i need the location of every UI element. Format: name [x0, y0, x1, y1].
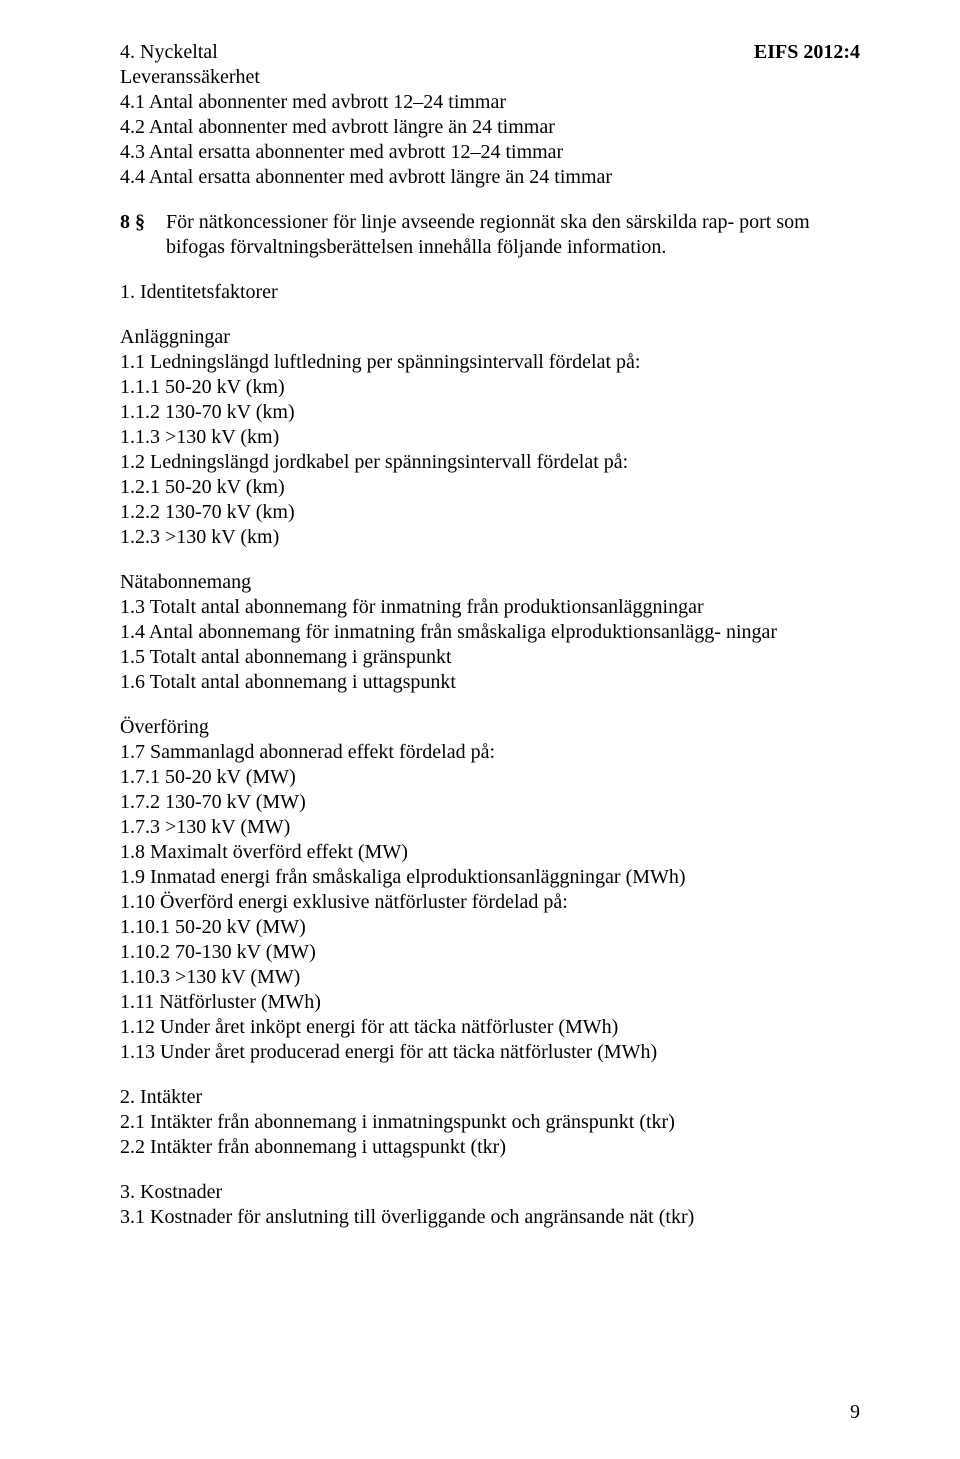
item-1-12: 1.12 Under året inköpt energi för att tä…	[120, 1015, 860, 1040]
item-1-10-3: 1.10.3 >130 kV (MW)	[120, 965, 860, 990]
item-2-1: 2.1 Intäkter från abonnemang i inmatning…	[120, 1110, 860, 1135]
item-1-2-1: 1.2.1 50-20 kV (km)	[120, 475, 860, 500]
item-1-10: 1.10 Överförd energi exklusive nätförlus…	[120, 890, 860, 915]
heading-nyckeltal: 4. Nyckeltal	[120, 40, 218, 65]
item-2-2: 2.2 Intäkter från abonnemang i uttagspun…	[120, 1135, 860, 1160]
item-1-7-2: 1.7.2 130-70 kV (MW)	[120, 790, 860, 815]
item-1-1-3: 1.1.3 >130 kV (km)	[120, 425, 860, 450]
section-8-text: För nätkoncessioner för linje avseende r…	[166, 210, 860, 260]
heading-identitetsfaktorer: 1. Identitetsfaktorer	[120, 280, 860, 305]
item-1-7-1: 1.7.1 50-20 kV (MW)	[120, 765, 860, 790]
item-1-5: 1.5 Totalt antal abonnemang i gränspunkt	[120, 645, 860, 670]
item-1-6: 1.6 Totalt antal abonnemang i uttagspunk…	[120, 670, 860, 695]
doc-code: EIFS 2012:4	[754, 40, 860, 65]
item-1-2-3: 1.2.3 >130 kV (km)	[120, 525, 860, 550]
header-row: 4. Nyckeltal EIFS 2012:4	[120, 40, 860, 65]
item-1-8: 1.8 Maximalt överförd effekt (MW)	[120, 840, 860, 865]
item-3-1: 3.1 Kostnader för anslutning till överli…	[120, 1205, 860, 1230]
item-1-2: 1.2 Ledningslängd jordkabel per spänning…	[120, 450, 860, 475]
item-1-11: 1.11 Nätförluster (MWh)	[120, 990, 860, 1015]
item-1-7: 1.7 Sammanlagd abonnerad effekt fördelad…	[120, 740, 860, 765]
item-1-3: 1.3 Totalt antal abonnemang för inmatnin…	[120, 595, 860, 620]
section-8-number: 8 §	[120, 210, 166, 260]
subheading-overforing: Överföring	[120, 715, 860, 740]
item-1-10-2: 1.10.2 70-130 kV (MW)	[120, 940, 860, 965]
heading-kostnader: 3. Kostnader	[120, 1180, 860, 1205]
item-1-1-1: 1.1.1 50-20 kV (km)	[120, 375, 860, 400]
item-4-2: 4.2 Antal abonnenter med avbrott längre …	[120, 115, 860, 140]
item-1-1-2: 1.1.2 130-70 kV (km)	[120, 400, 860, 425]
item-1-1: 1.1 Ledningslängd luftledning per spänni…	[120, 350, 860, 375]
document-page: 4. Nyckeltal EIFS 2012:4 Leveranssäkerhe…	[0, 0, 960, 1459]
item-1-7-3: 1.7.3 >130 kV (MW)	[120, 815, 860, 840]
item-1-13: 1.13 Under året producerad energi för at…	[120, 1040, 860, 1065]
item-4-4: 4.4 Antal ersatta abonnenter med avbrott…	[120, 165, 860, 190]
section-8: 8 § För nätkoncessioner för linje avseen…	[120, 210, 860, 260]
subheading-leveranssakerhet: Leveranssäkerhet	[120, 65, 860, 90]
item-4-3: 4.3 Antal ersatta abonnenter med avbrott…	[120, 140, 860, 165]
item-4-1: 4.1 Antal abonnenter med avbrott 12–24 t…	[120, 90, 860, 115]
subheading-anlaggningar: Anläggningar	[120, 325, 860, 350]
page-number: 9	[850, 1400, 860, 1425]
item-1-10-1: 1.10.1 50-20 kV (MW)	[120, 915, 860, 940]
item-1-9: 1.9 Inmatad energi från småskaliga elpro…	[120, 865, 860, 890]
subheading-natabonnemang: Nätabonnemang	[120, 570, 860, 595]
item-1-2-2: 1.2.2 130-70 kV (km)	[120, 500, 860, 525]
heading-intakter: 2. Intäkter	[120, 1085, 860, 1110]
item-1-4: 1.4 Antal abonnemang för inmatning från …	[120, 620, 860, 645]
